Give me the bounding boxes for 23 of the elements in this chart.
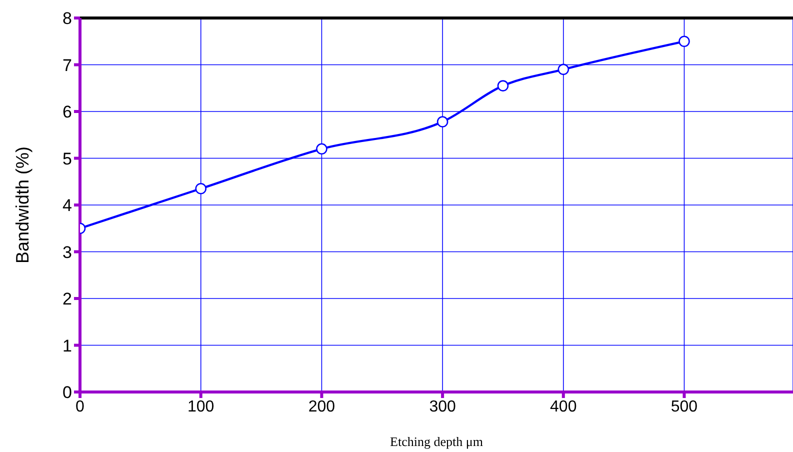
point	[678, 36, 690, 48]
y-tick-label: 6	[62, 102, 72, 122]
point	[195, 182, 206, 194]
x-tick-label: 0	[76, 398, 85, 416]
x-tick-label: 200	[308, 398, 336, 416]
point	[558, 64, 570, 76]
y-tick-label: 3	[62, 242, 72, 262]
y-tick-label: 0	[62, 383, 72, 402]
point	[497, 80, 509, 92]
point	[436, 116, 448, 128]
y-tick-label: 5	[62, 149, 72, 168]
y-axis-title: Bandwidth (%)	[12, 146, 32, 264]
x-axis-title: Etching depth μm	[390, 434, 483, 449]
y-tick-label: 4	[62, 196, 72, 216]
x-tick-label: 300	[429, 398, 456, 416]
x-tick-label: 100	[187, 398, 214, 416]
y-tick-label: 8	[62, 9, 72, 28]
y-tick-label: 1	[62, 336, 72, 356]
y-tick-label: 2	[62, 290, 72, 309]
y-tick-label: 7	[62, 56, 72, 75]
x-tick-label: 400	[550, 398, 577, 416]
point	[316, 143, 328, 155]
x-tick-label: 500	[670, 398, 698, 416]
